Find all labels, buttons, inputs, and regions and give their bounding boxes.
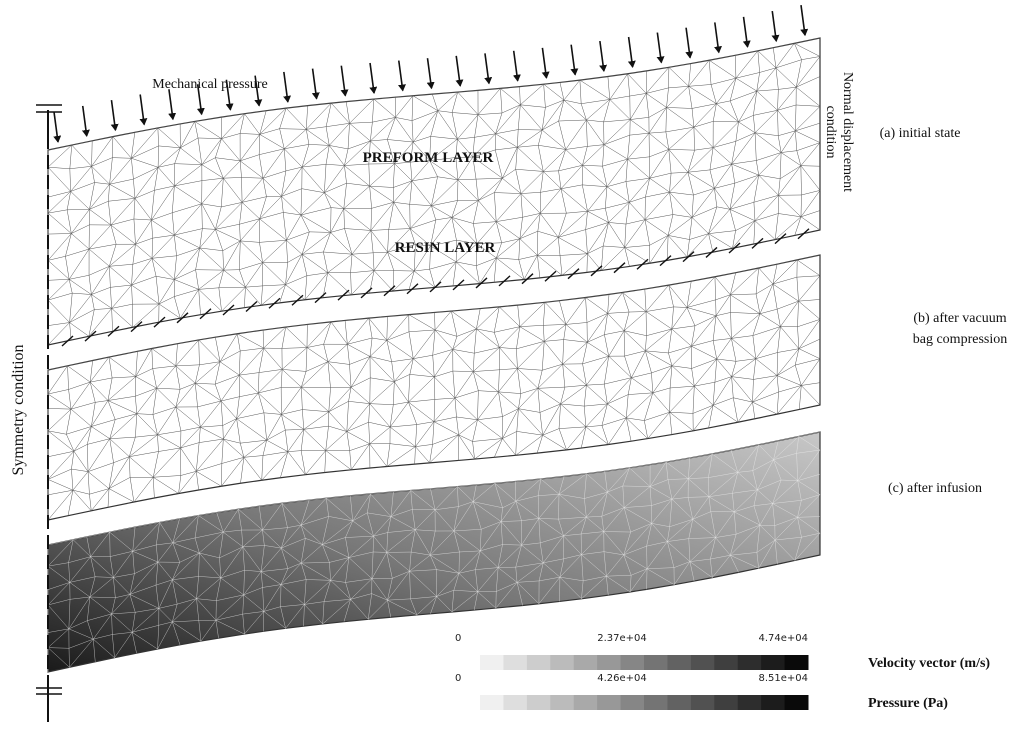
colorbar-cell [785,655,809,670]
pressure-arrow [284,72,288,102]
mesh [48,38,820,672]
colorbar-cell [503,695,527,710]
pressure-arrow [341,66,345,96]
page: {"labels": {"mechanical_pressure": "Mech… [0,0,1032,742]
colorbar-cell [550,655,574,670]
colorbar-cell [621,695,645,710]
normal-label: Normal displacement condition [823,72,855,192]
colorbar-title: Velocity vector (m/s) [868,656,990,671]
pressure-arrow [169,89,173,119]
state-label: bag compression [913,332,1007,347]
pressure-arrow [542,48,546,78]
figure: Mechanical pressure PREFORM LAYER RESIN … [0,0,1032,742]
colorbar-cell [644,695,668,710]
label-line: Normal displacement [840,72,855,192]
pressure-arrow [514,51,518,81]
layer-label: PREFORM LAYER [363,150,494,166]
pressure-arrow [629,37,633,67]
colorbar-tick: 4.74e+04 [758,633,808,644]
state-label: (b) after vacuum [913,311,1006,326]
colorbar-cell [667,695,691,710]
colorbar-cell [527,695,551,710]
colorbar-title: Pressure (Pa) [868,696,948,711]
pressure-arrow [657,33,661,63]
pressure-arrow [399,61,403,91]
pressure-arrow [686,28,690,58]
colorbar-tick: 0 [455,673,461,684]
colorbar-cell [761,695,785,710]
pressure-label: Mechanical pressure [152,77,267,92]
pressure-arrow [801,5,805,35]
colorbar-tick: 2.37e+04 [597,633,647,644]
symmetry-label: Symmetry condition [10,344,27,475]
colorbar-tick: 4.26e+04 [597,673,647,684]
colorbar-cell [714,695,738,710]
colorbar-cell [480,695,504,710]
colorbar-cell [621,655,645,670]
colorbar-cell [597,655,621,670]
pressure-arrow [715,22,719,52]
colorbar-cell [667,655,691,670]
colorbar-cell [738,695,762,710]
colorbar-tick: 0 [455,633,461,644]
colorbar-cell [785,695,809,710]
pressure-arrow [140,95,144,125]
pressure-arrow [571,45,575,75]
state-label: (a) initial state [880,126,961,141]
colorbar-tick: 8.51e+04 [758,673,808,684]
pressure-arrow [111,100,115,130]
colorbar-cell [738,655,762,670]
colorbar-cell [503,655,527,670]
colorbar-cell [527,655,551,670]
pressure-arrow [313,69,317,99]
colorbar-cell [574,695,598,710]
colorbar-cell [597,695,621,710]
colorbar-cell [691,695,715,710]
pressure-arrow [54,112,58,142]
pressure-arrow [485,53,489,83]
pressure-arrow [772,11,776,41]
legends: 0 2.37e+04 4.74e+04 Velocity vector (m/s) 0 4… [455,633,990,711]
label-line: condition [823,106,838,159]
colorbar-cell [691,655,715,670]
pressure-arrow [83,106,87,136]
pressure-arrow [370,63,374,93]
state-label: (c) after infusion [888,481,982,496]
colorbar-cell [644,655,668,670]
colorbar-cell [714,655,738,670]
colorbar-cell [480,655,504,670]
pressure-arrow [428,58,432,88]
pressure-arrow [456,56,460,86]
colorbar-cell [574,655,598,670]
layer-label: RESIN LAYER [395,240,496,256]
colorbar-cell [761,655,785,670]
pressure-arrow [600,41,604,71]
colorbar-cell [550,695,574,710]
pressure-arrow [744,17,748,47]
